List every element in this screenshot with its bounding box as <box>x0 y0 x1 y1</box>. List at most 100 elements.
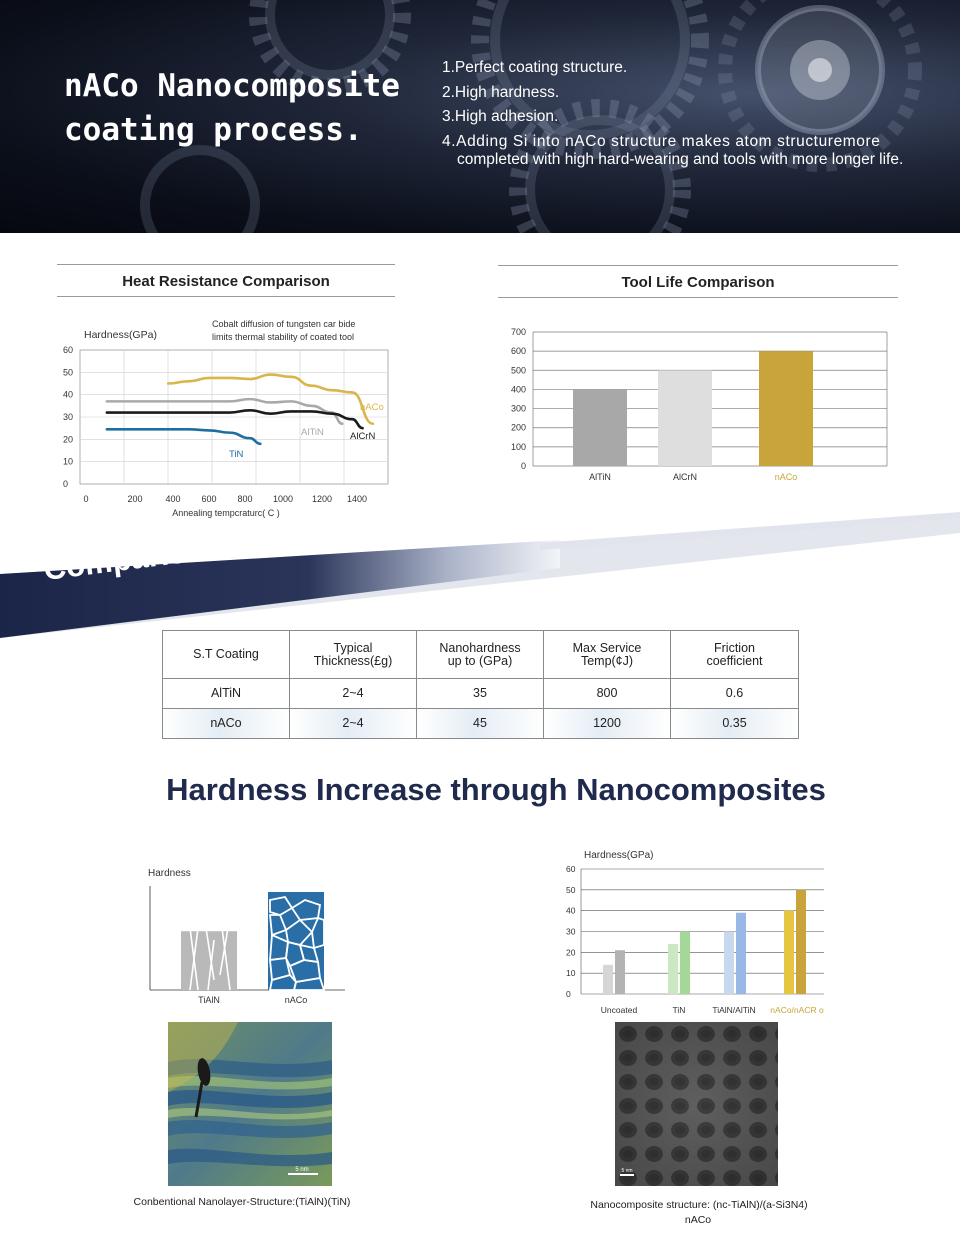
grain-cell <box>285 918 314 947</box>
column-header: Typical Thickness(£g) <box>289 630 417 679</box>
column-grain-line <box>189 927 199 991</box>
table-header-row: S.T Coating Typical Thickness(£g) Nanohar… <box>162 630 799 679</box>
category-label: nACo/nACR o <box>770 1005 824 1015</box>
chart-note: Cobalt diffusion of tungsten car bide <box>212 319 355 329</box>
header-text: Typical <box>333 640 373 655</box>
y-tick-label: 40 <box>566 906 576 916</box>
series-line-altin <box>105 397 344 425</box>
series-label: TiN <box>229 449 244 460</box>
column-header: Max Service Temp(¢J) <box>543 630 671 679</box>
feature-list: 1.Perfect coating structure. 2.High hard… <box>442 56 942 173</box>
grain-cell <box>292 976 326 991</box>
bar-alcrn <box>658 370 712 466</box>
table-cell: 2~4 <box>289 708 417 739</box>
grain-cell <box>311 916 325 950</box>
header-text: up to (GPa) <box>447 653 513 668</box>
category-label: nACo <box>775 472 798 482</box>
category-label: AlTiN <box>589 472 611 482</box>
table-cell: 45 <box>416 708 544 739</box>
category-label: AlCrN <box>673 472 697 482</box>
title-line-1: nACo Nanocomposite <box>64 68 400 104</box>
category-label: Uncoated <box>601 1005 638 1015</box>
column-header: Friction coefficient <box>670 630 799 679</box>
feature-item-continued: completed with high hard-wearing and too… <box>457 151 904 168</box>
y-tick-label: 60 <box>566 864 576 874</box>
header-text: Temp(¢J) <box>580 653 634 668</box>
category-label: TiAlN/AlTiN <box>712 1005 755 1015</box>
y-tick-label: 10 <box>566 968 576 978</box>
header-text: S.T Coating <box>193 647 259 661</box>
grain-cell <box>269 895 294 916</box>
x-tick-label: 200 <box>127 494 142 504</box>
x-axis-label: Annealing tempcraturc( C ) <box>172 508 280 518</box>
y-tick-label: 400 <box>511 384 526 394</box>
category-label: nACo <box>285 995 308 1005</box>
nanolayer-caption: Conbentional Nanolayer-Structure:(TiAlN)… <box>133 1196 351 1208</box>
column-grain-line <box>207 939 215 991</box>
y-axis-label: Hardness(GPa) <box>584 850 653 861</box>
y-tick-label: 0 <box>521 461 526 471</box>
header-text: Nanohardness <box>439 640 521 655</box>
y-tick-label: 40 <box>63 390 73 400</box>
x-tick-label: 800 <box>237 494 252 504</box>
x-tick-label: 400 <box>165 494 180 504</box>
y-axis-label: Hardness <box>148 868 191 879</box>
table-cell: 0.35 <box>670 708 799 739</box>
gear-background-icon <box>140 0 922 233</box>
feature-item: 2.High hardness. <box>442 83 560 101</box>
table-cell: 0.6 <box>670 678 799 709</box>
y-tick-label: 200 <box>511 423 526 433</box>
nanocomposite-micrograph: 5 nm <box>615 1022 778 1186</box>
scale-label: 5 nm <box>621 1168 632 1174</box>
bar-tialnaltin-0 <box>724 931 734 994</box>
y-tick-label: 30 <box>63 412 73 422</box>
column-grain-line <box>221 927 231 991</box>
x-tick-label: 0 <box>83 494 88 504</box>
x-tick-label: 1000 <box>273 494 293 504</box>
header-text: Thickness(£g) <box>313 653 393 668</box>
column-grain-line <box>205 927 215 981</box>
bar-tialnaltin-1 <box>736 912 746 994</box>
bar-naconacro-0 <box>784 910 794 994</box>
y-tick-label: 30 <box>566 927 576 937</box>
nanolayer-micrograph: 5 nm <box>168 1022 332 1186</box>
y-tick-label: 600 <box>511 346 526 356</box>
bar-tin-0 <box>668 944 678 994</box>
feature-item: 1.Perfect coating structure. <box>442 59 628 76</box>
heat-chart-title: Heat Resistance Comparison <box>57 264 395 297</box>
y-tick-label: 50 <box>63 367 73 377</box>
category-label: TiAlN <box>198 995 220 1005</box>
header-banner: nACo Nanocomposite coating process. 1.Pe… <box>0 0 960 233</box>
scale-label: 5 nm <box>295 1167 308 1173</box>
comparison-banner <box>0 512 960 638</box>
y-tick-label: 0 <box>566 989 571 999</box>
header-text: Friction <box>714 640 755 655</box>
series-line-naco <box>166 373 375 425</box>
grain-cell <box>290 899 322 921</box>
x-tick-label: 1400 <box>347 494 367 504</box>
chart-note: limits thermal stability of coated tool <box>212 332 354 342</box>
bar-naconacro-1 <box>796 889 806 994</box>
feature-item: 3.High adhesion. <box>442 108 559 125</box>
bar-altin <box>573 389 627 466</box>
section-heading: Hardness Increase through Nanocomposites <box>166 772 826 807</box>
bar-naco <box>759 351 813 466</box>
category-label: TiN <box>673 1005 686 1015</box>
y-axis-label: Hardness(GPa) <box>84 329 157 341</box>
series-line-tin <box>105 427 262 446</box>
table-row: nACo 2~4 45 1200 0.35 <box>162 708 799 739</box>
nanocomposite-caption-line-1: Nanocomposite structure: (nc-TiAlN)/(a-S… <box>590 1199 808 1211</box>
series-line-alcrn <box>105 408 364 430</box>
y-tick-label: 20 <box>566 947 576 957</box>
series-label: AlTiN <box>301 427 324 438</box>
y-tick-label: 60 <box>63 345 73 355</box>
page-title: nACo Nanocomposite coating process. <box>64 64 424 152</box>
feature-item: 4.Adding Si into nACo structure makes at… <box>442 132 881 150</box>
table-cell: 1200 <box>543 708 671 739</box>
y-tick-label: 700 <box>511 327 526 337</box>
y-tick-label: 0 <box>63 479 68 489</box>
bar-naco <box>268 892 324 990</box>
